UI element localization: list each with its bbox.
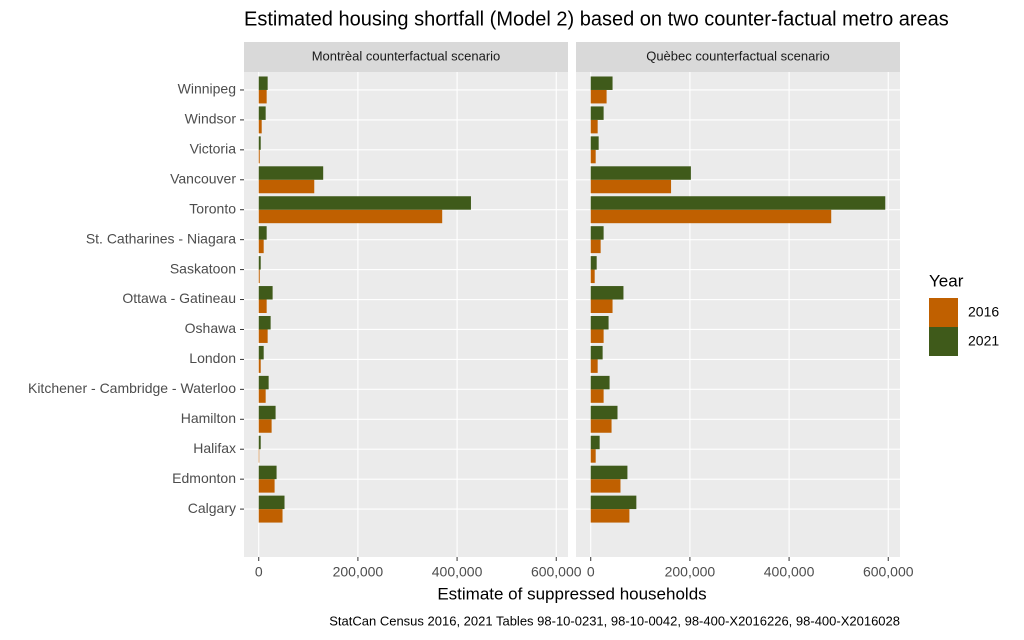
bar [258, 329, 268, 343]
bar [590, 479, 621, 493]
bar [258, 435, 261, 450]
y-tick-label: Halifax [193, 440, 236, 456]
bar [590, 359, 598, 373]
bar [258, 239, 264, 254]
y-tick-label: St. Catharines - Niagara [86, 230, 236, 246]
bar [590, 119, 598, 134]
bar [258, 389, 266, 403]
bar [590, 405, 618, 420]
y-tick-label: Toronto [189, 200, 236, 216]
bar [590, 419, 612, 433]
bar [590, 226, 604, 240]
legend-label: 2016 [968, 304, 999, 320]
bar [590, 375, 610, 390]
y-tick-label: Victoria [190, 141, 237, 157]
y-tick-label: Saskatoon [170, 260, 236, 276]
bar [590, 509, 630, 523]
bar [590, 209, 832, 224]
bar [258, 315, 271, 330]
bar [258, 179, 315, 194]
bar [258, 375, 269, 390]
bar [590, 76, 613, 90]
bar [590, 286, 624, 300]
bar [258, 286, 273, 300]
x-tick-label: 0 [255, 564, 263, 580]
x-tick-label: 0 [587, 564, 595, 580]
strip [244, 42, 568, 72]
bar [258, 106, 266, 120]
bar [258, 119, 262, 134]
legend-label: 2021 [968, 333, 999, 349]
bar [590, 269, 595, 284]
bar [258, 209, 443, 224]
bar [590, 196, 886, 210]
bar [590, 345, 603, 360]
y-tick-label: Kitchener - Cambridge - Waterloo [28, 380, 236, 396]
bar [258, 269, 260, 284]
x-tick-label: 200,000 [333, 564, 384, 580]
bar [258, 89, 267, 104]
bar [258, 419, 272, 433]
x-tick-label: 200,000 [665, 564, 716, 580]
bar [590, 495, 637, 510]
bar [590, 465, 628, 480]
y-tick-label: Winnipeg [178, 81, 236, 97]
panel [244, 72, 568, 557]
bar [258, 226, 267, 240]
bar [258, 136, 261, 150]
bar [258, 166, 324, 180]
bar [258, 405, 276, 420]
strip [576, 42, 900, 72]
y-tick-label: Oshawa [185, 320, 237, 336]
bar [590, 149, 596, 164]
bar [590, 89, 607, 104]
bar [590, 449, 596, 463]
y-tick-label: Calgary [188, 500, 236, 516]
x-tick-label: 600,000 [863, 564, 914, 580]
x-tick-label: 400,000 [432, 564, 483, 580]
bar [590, 435, 600, 450]
bar [258, 465, 277, 480]
bar [590, 256, 597, 270]
bar [258, 149, 260, 164]
bar [590, 106, 604, 120]
legend-title: Year [929, 271, 964, 290]
y-tick-label: Edmonton [172, 470, 236, 486]
legend-swatch [929, 298, 958, 327]
bar [258, 196, 471, 210]
y-tick-label: Ottawa - Gatineau [122, 290, 236, 306]
bar [258, 509, 283, 523]
y-tick-label: Vancouver [170, 170, 236, 186]
bar [590, 166, 691, 180]
bar [590, 315, 609, 330]
bar [590, 299, 613, 314]
bar [258, 359, 261, 373]
legend-swatch [929, 327, 958, 356]
bar [258, 76, 268, 90]
bar [258, 479, 275, 493]
chart-title: Estimated housing shortfall (Model 2) ba… [244, 8, 949, 30]
y-tick-label: London [189, 350, 236, 366]
caption: StatCan Census 2016, 2021 Tables 98-10-0… [329, 613, 900, 628]
bar [258, 345, 264, 360]
bar [590, 239, 601, 254]
bar [590, 389, 604, 403]
bar [258, 495, 285, 510]
bar [590, 136, 599, 150]
x-axis-label: Estimate of suppressed households [437, 584, 706, 603]
facet-label: Quèbec counterfactual scenario [646, 48, 830, 63]
bar [590, 179, 672, 194]
bar [258, 256, 261, 270]
panel [576, 72, 900, 557]
bar [590, 329, 604, 343]
x-tick-label: 600,000 [531, 564, 582, 580]
x-tick-label: 400,000 [764, 564, 815, 580]
facet-label: Montrèal counterfactual scenario [312, 48, 501, 63]
bar [258, 299, 267, 314]
y-tick-label: Hamilton [181, 410, 236, 426]
y-tick-label: Windsor [185, 111, 237, 127]
